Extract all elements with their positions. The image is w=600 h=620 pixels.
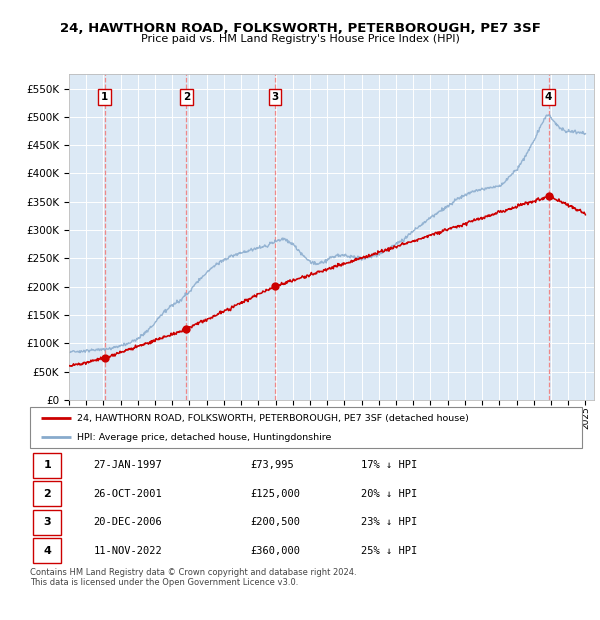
Text: 1: 1 [43, 460, 51, 470]
Text: 2: 2 [43, 489, 51, 498]
Text: 26-OCT-2001: 26-OCT-2001 [94, 489, 162, 498]
Text: £360,000: £360,000 [251, 546, 301, 556]
Text: 1: 1 [101, 92, 108, 102]
Text: 2: 2 [183, 92, 190, 102]
Bar [33, 453, 61, 478]
Text: 27-JAN-1997: 27-JAN-1997 [94, 460, 162, 470]
Text: £73,995: £73,995 [251, 460, 295, 470]
Text: £200,500: £200,500 [251, 517, 301, 527]
Text: Price paid vs. HM Land Registry's House Price Index (HPI): Price paid vs. HM Land Registry's House … [140, 34, 460, 44]
Text: 24, HAWTHORN ROAD, FOLKSWORTH, PETERBOROUGH, PE7 3SF (detached house): 24, HAWTHORN ROAD, FOLKSWORTH, PETERBORO… [77, 414, 469, 423]
Text: 24, HAWTHORN ROAD, FOLKSWORTH, PETERBOROUGH, PE7 3SF: 24, HAWTHORN ROAD, FOLKSWORTH, PETERBORO… [59, 22, 541, 35]
Text: 3: 3 [271, 92, 278, 102]
Text: Contains HM Land Registry data © Crown copyright and database right 2024.
This d: Contains HM Land Registry data © Crown c… [30, 568, 356, 587]
Text: 20% ↓ HPI: 20% ↓ HPI [361, 489, 418, 498]
Text: £125,000: £125,000 [251, 489, 301, 498]
Text: 23% ↓ HPI: 23% ↓ HPI [361, 517, 418, 527]
Bar [33, 481, 61, 507]
Text: HPI: Average price, detached house, Huntingdonshire: HPI: Average price, detached house, Hunt… [77, 433, 331, 442]
Text: 25% ↓ HPI: 25% ↓ HPI [361, 546, 418, 556]
Text: 20-DEC-2006: 20-DEC-2006 [94, 517, 162, 527]
Bar [33, 510, 61, 535]
Bar [33, 538, 61, 564]
Text: 4: 4 [545, 92, 552, 102]
Text: 17% ↓ HPI: 17% ↓ HPI [361, 460, 418, 470]
Text: 3: 3 [43, 517, 51, 527]
Text: 4: 4 [43, 546, 51, 556]
Text: 11-NOV-2022: 11-NOV-2022 [94, 546, 162, 556]
